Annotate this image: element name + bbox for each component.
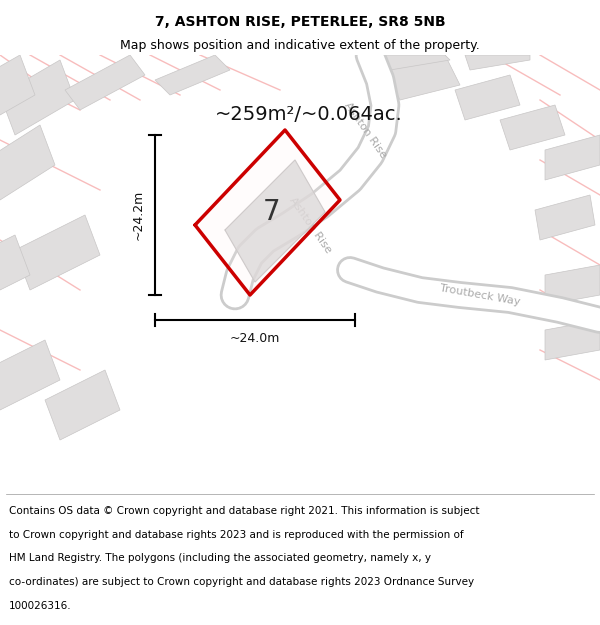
Polygon shape bbox=[155, 55, 230, 95]
Polygon shape bbox=[45, 370, 120, 440]
Text: ~24.0m: ~24.0m bbox=[230, 332, 280, 345]
Polygon shape bbox=[195, 130, 340, 295]
Text: Troutbeck Way: Troutbeck Way bbox=[439, 283, 521, 307]
Polygon shape bbox=[0, 235, 30, 290]
Text: Contains OS data © Crown copyright and database right 2021. This information is : Contains OS data © Crown copyright and d… bbox=[9, 506, 479, 516]
Text: Ashton Rise: Ashton Rise bbox=[342, 100, 388, 160]
Polygon shape bbox=[0, 125, 55, 200]
Polygon shape bbox=[545, 135, 600, 180]
Text: HM Land Registry. The polygons (including the associated geometry, namely x, y: HM Land Registry. The polygons (includin… bbox=[9, 554, 431, 564]
Polygon shape bbox=[385, 55, 450, 70]
Text: co-ordinates) are subject to Crown copyright and database rights 2023 Ordnance S: co-ordinates) are subject to Crown copyr… bbox=[9, 577, 474, 587]
Polygon shape bbox=[225, 160, 325, 282]
Polygon shape bbox=[545, 320, 600, 360]
Text: ~259m²/~0.064ac.: ~259m²/~0.064ac. bbox=[215, 106, 403, 124]
Text: to Crown copyright and database rights 2023 and is reproduced with the permissio: to Crown copyright and database rights 2… bbox=[9, 530, 464, 540]
Text: 7: 7 bbox=[263, 198, 281, 226]
Text: ~24.2m: ~24.2m bbox=[132, 190, 145, 240]
Text: 7, ASHTON RISE, PETERLEE, SR8 5NB: 7, ASHTON RISE, PETERLEE, SR8 5NB bbox=[155, 16, 445, 29]
Polygon shape bbox=[385, 55, 460, 100]
Polygon shape bbox=[0, 340, 60, 410]
Polygon shape bbox=[65, 55, 145, 110]
Text: Map shows position and indicative extent of the property.: Map shows position and indicative extent… bbox=[120, 39, 480, 51]
Polygon shape bbox=[455, 75, 520, 120]
Text: 100026316.: 100026316. bbox=[9, 601, 71, 611]
Polygon shape bbox=[0, 55, 35, 115]
Polygon shape bbox=[500, 105, 565, 150]
Polygon shape bbox=[545, 265, 600, 305]
Polygon shape bbox=[465, 55, 530, 70]
Polygon shape bbox=[535, 195, 595, 240]
Text: Ashton Rise: Ashton Rise bbox=[287, 195, 333, 255]
Polygon shape bbox=[15, 215, 100, 290]
Polygon shape bbox=[0, 60, 75, 135]
